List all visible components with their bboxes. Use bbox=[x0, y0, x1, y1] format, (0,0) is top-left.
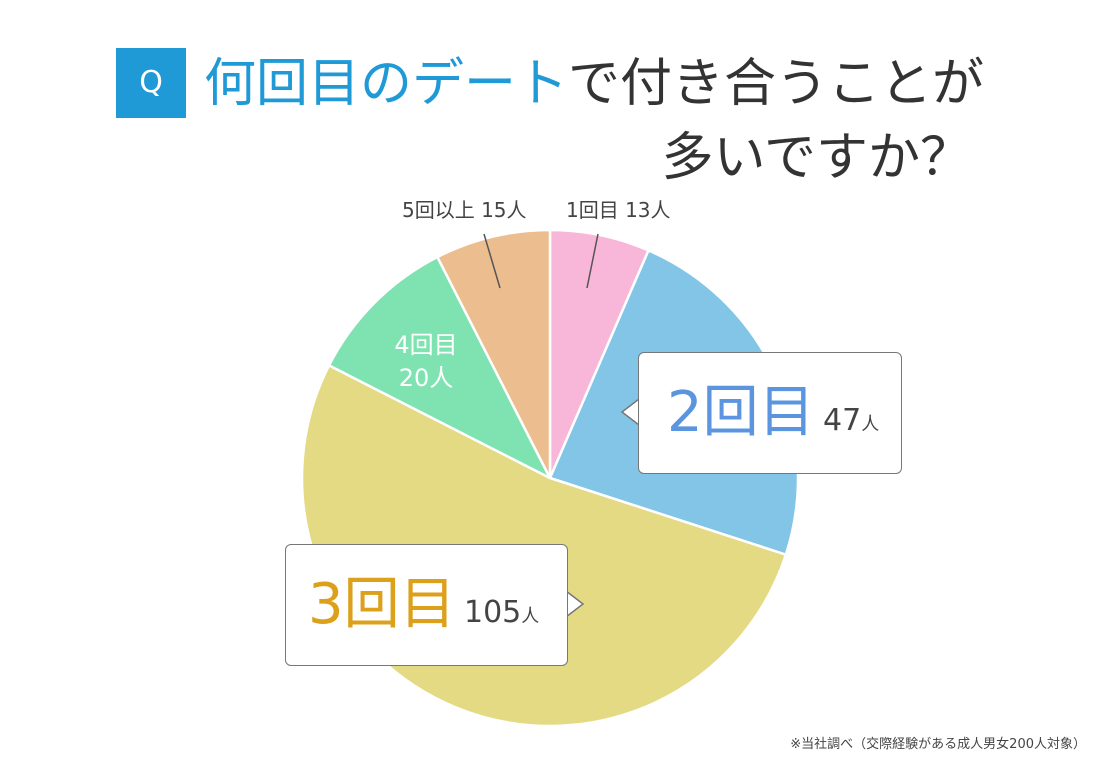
title-highlight: 何回目のデート bbox=[204, 54, 569, 114]
callout-2-unit: 人 bbox=[861, 414, 880, 435]
slice-label-5: 5回以上 15人 bbox=[402, 198, 527, 222]
callout-2-label: 2回目 bbox=[667, 380, 815, 445]
callout-2-tail bbox=[620, 398, 640, 426]
callout-3-count: 105 bbox=[464, 595, 522, 630]
leader-line-slice-5 bbox=[483, 233, 501, 289]
callout-3-count-wrap: 105人 bbox=[464, 597, 539, 633]
slice-label-4-count: 20人 bbox=[399, 364, 454, 392]
callout-2-count-wrap: 47人 bbox=[823, 405, 879, 441]
callout-3-unit: 人 bbox=[521, 606, 540, 627]
callout-2nd-date: 2回目 47人 bbox=[638, 352, 902, 474]
slice-label-4-name: 4回目 bbox=[394, 331, 457, 359]
leader-line-slice-1 bbox=[586, 233, 599, 289]
title-rest: で付き合うことが bbox=[568, 54, 985, 114]
question-badge: Q bbox=[116, 48, 186, 118]
page-title-line-1: 何回目のデートで付き合うことが bbox=[204, 52, 984, 116]
pie-slice-4 bbox=[327, 255, 552, 480]
pie-slice-5 bbox=[436, 228, 552, 480]
callout-3-tail bbox=[565, 590, 585, 618]
callout-2-count: 47 bbox=[823, 403, 862, 438]
leader-lines bbox=[483, 233, 599, 289]
callout-3-label: 3回目 bbox=[308, 572, 456, 637]
slice-label-1: 1回目 13人 bbox=[566, 198, 671, 222]
callout-3rd-date: 3回目 105人 bbox=[285, 544, 568, 666]
page-title-line-2: 多いですか？ bbox=[661, 128, 972, 188]
footnote: ※当社調べ（交際経験がある成人男女200人対象） bbox=[790, 737, 1086, 752]
